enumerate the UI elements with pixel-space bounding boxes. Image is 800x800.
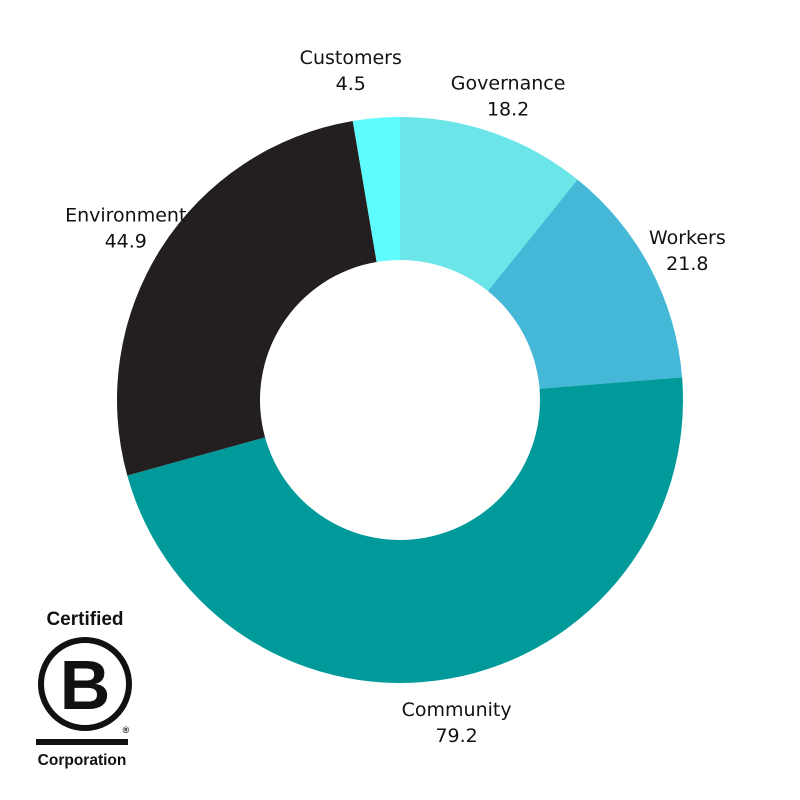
value-workers: 21.8 <box>666 253 708 275</box>
value-community: 79.2 <box>435 725 477 747</box>
slice-customers <box>352 117 400 262</box>
value-customers: 4.5 <box>336 73 366 95</box>
slice-environment <box>116 120 377 476</box>
logo-circle <box>38 637 132 731</box>
slice-governance <box>400 117 578 291</box>
value-governance: 18.2 <box>487 99 529 121</box>
label-customers: Customers <box>300 47 402 69</box>
donut-slices <box>116 117 683 684</box>
logo-registered-mark: ® <box>123 725 130 735</box>
label-governance: Governance <box>451 73 566 95</box>
slice-labels: Governance 18.2 Workers 21.8 Community 79.2 En… <box>65 47 726 747</box>
label-environment: Environment <box>65 205 186 227</box>
value-environment: 44.9 <box>105 231 147 253</box>
b-corp-logo: Certified B ® Corporation <box>36 609 132 769</box>
logo-corporation-text: Corporation <box>38 752 127 769</box>
slice-workers <box>487 179 683 389</box>
logo-certified-text: Certified <box>46 609 123 630</box>
label-workers: Workers <box>649 227 726 249</box>
label-community: Community <box>402 699 512 721</box>
logo-bar <box>36 739 128 745</box>
slice-community <box>127 377 683 684</box>
logo-b-letter: B <box>60 646 111 724</box>
